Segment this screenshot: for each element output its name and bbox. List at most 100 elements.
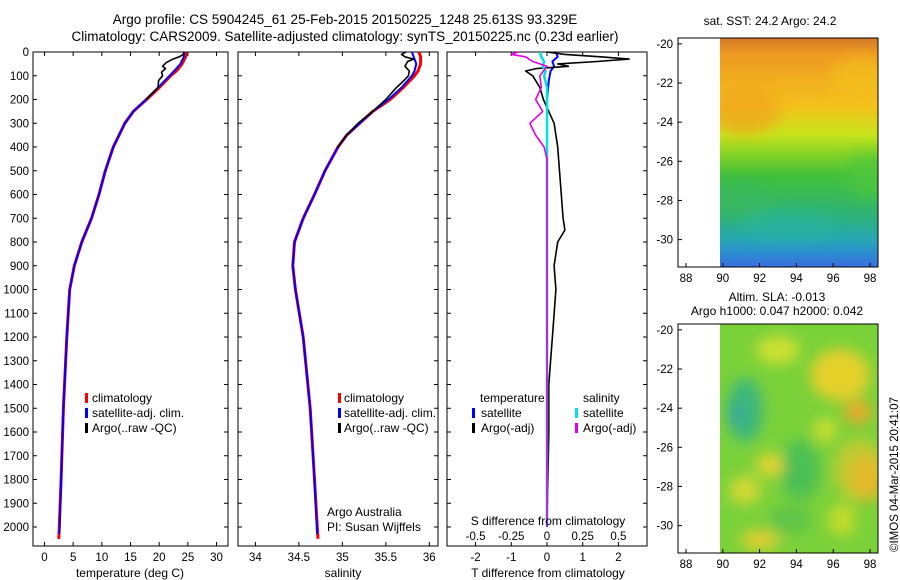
depth-tick-label: 400 — [10, 142, 29, 154]
legend-swatch-s-argo — [575, 423, 578, 433]
figure-title-line1: Argo profile: CS 5904245_61 25-Feb-2015 … — [112, 12, 578, 27]
depth-tick-label: 600 — [10, 190, 29, 202]
s-diff-tick-label: 0.25 — [572, 531, 594, 543]
legend-label-t-satellite: satellite — [481, 406, 522, 420]
depth-tick-label: 0 — [23, 47, 29, 59]
argo-height-title: Argo h1000: 0.047 h2000: 0.042 — [691, 304, 863, 318]
x-tick-label: 1 — [580, 552, 586, 564]
longitude-tick-label: 92 — [753, 273, 766, 285]
legend-swatch-satellite — [85, 408, 88, 418]
longitude-tick-label: 94 — [790, 273, 803, 285]
latitude-tick-label: -24 — [656, 117, 673, 129]
latitude-tick-label: -24 — [656, 403, 673, 415]
x-tick-label: 35 — [336, 552, 349, 564]
difference-panel: -2 -1 0 1 2 S difference from climatology -0… — [446, 51, 648, 580]
salinity-legend: climatology satellite-adj. clim. Argo(..… — [338, 391, 436, 435]
longitude-tick-label: 98 — [864, 559, 877, 571]
x-tick-label: 5 — [70, 552, 76, 564]
sla-map-panel: Altim. SLA: -0.013 Argo h1000: 0.047 h20… — [656, 290, 879, 571]
longitude-tick-label: 94 — [790, 559, 803, 571]
pi-name-note: PI: Susan Wijffels — [327, 520, 421, 534]
x-tick-label: 10 — [95, 552, 108, 564]
longitude-tick-label: 88 — [680, 273, 693, 285]
sla-map-frame — [677, 323, 879, 554]
salinity-x-label: salinity — [325, 566, 362, 580]
legend-swatch-climatology — [338, 393, 341, 403]
s-diff-tick-label: 0.5 — [610, 531, 626, 543]
depth-tick-label: 2000 — [3, 522, 29, 534]
x-tick-label: 25 — [181, 552, 194, 564]
longitude-tick-label: 90 — [716, 273, 729, 285]
series-line-climatology — [57, 51, 188, 539]
legend-swatch-argo — [85, 423, 88, 433]
depth-tick-label: 1700 — [3, 451, 29, 463]
s-diff-tick-label: 0 — [544, 531, 550, 543]
latitude-tick-label: -22 — [656, 78, 673, 90]
depth-tick-label: 1800 — [3, 475, 29, 487]
series-line-argo — [145, 51, 185, 101]
depth-tick-label: 1600 — [3, 427, 29, 439]
depth-tick-label: 300 — [10, 118, 29, 130]
x-tick-label: 0 — [544, 552, 550, 564]
x-tick-label: 34 — [249, 552, 262, 564]
x-tick-label: -1 — [506, 552, 516, 564]
latitude-tick-label: -30 — [656, 235, 673, 247]
legend-label-t-argo: Argo(-adj) — [481, 421, 534, 435]
sla-heatmap — [720, 324, 878, 553]
series-line-satellite-adj-clim- — [58, 51, 186, 535]
latitude-tick-label: -20 — [656, 39, 673, 51]
depth-tick-label: 1200 — [3, 332, 29, 344]
sst-map-frame — [677, 37, 879, 268]
legend-label-argo: Argo(..raw -QC) — [92, 421, 177, 435]
x-tick-label: -2 — [470, 552, 480, 564]
latitude-tick-label: -26 — [656, 442, 673, 454]
depth-tick-label: 100 — [10, 71, 29, 83]
legend-swatch-argo — [338, 423, 341, 433]
x-tick-label: 2 — [615, 552, 621, 564]
series-line-s-argo — [510, 51, 548, 527]
temperature-legend: climatology satellite-adj. clim. Argo(..… — [85, 391, 184, 435]
argo-australia-note: Argo Australia — [327, 505, 402, 519]
temperature-panel: 0100200300400500600700800900100011001200… — [3, 47, 229, 580]
series-line-s-satellite — [538, 51, 549, 527]
depth-tick-label: 1300 — [3, 356, 29, 368]
depth-tick-label: 200 — [10, 95, 29, 107]
depth-tick-label: 700 — [10, 213, 29, 225]
legend-label-argo: Argo(..raw -QC) — [344, 421, 429, 435]
longitude-tick-label: 90 — [716, 559, 729, 571]
legend-label-s-argo: Argo(-adj) — [583, 421, 636, 435]
depth-tick-label: 1500 — [3, 403, 29, 415]
latitude-tick-label: -30 — [656, 521, 673, 533]
temperature-x-label: temperature (deg C) — [76, 566, 184, 580]
x-tick-label: 20 — [153, 552, 166, 564]
legend-label-s-satellite: satellite — [583, 406, 624, 420]
depth-tick-label: 1400 — [3, 380, 29, 392]
longitude-tick-label: 88 — [680, 559, 693, 571]
latitude-tick-label: -20 — [656, 325, 673, 337]
legend-swatch-satellite — [338, 408, 341, 418]
latitude-tick-label: -28 — [656, 481, 673, 493]
sst-map-title: sat. SST: 24.2 Argo: 24.2 — [704, 14, 837, 28]
depth-tick-label: 900 — [10, 261, 29, 273]
sst-map-panel: sat. SST: 24.2 Argo: 24.2 -20 -22 -24 -26 -2… — [656, 14, 879, 285]
legend-swatch-s-satellite — [575, 408, 578, 418]
x-tick-label: 30 — [210, 552, 223, 564]
s-diff-tick-label: -0.25 — [498, 531, 524, 543]
salinity-plot-frame — [237, 51, 439, 547]
salinity-panel: 34 34.5 35 35.5 36 salinity climatology sate… — [237, 51, 439, 580]
legend-label-satellite: satellite-adj. clim. — [344, 406, 436, 420]
longitude-tick-label: 92 — [753, 559, 766, 571]
latitude-tick-label: -28 — [656, 195, 673, 207]
sst-heatmap — [720, 38, 878, 267]
s-difference-label: S difference from climatology — [471, 514, 626, 528]
x-tick-label: 35.5 — [375, 552, 397, 564]
legend-label-climatology: climatology — [92, 391, 152, 405]
difference-legend: temperature salinity satellite Argo(-adj… — [472, 391, 636, 435]
latitude-tick-label: -22 — [656, 364, 673, 376]
s-diff-tick-label: -0.5 — [466, 531, 486, 543]
latitude-tick-label: -26 — [656, 156, 673, 168]
depth-tick-label: 800 — [10, 237, 29, 249]
legend-label-satellite: satellite-adj. clim. — [92, 406, 184, 420]
longitude-tick-label: 96 — [827, 559, 840, 571]
x-tick-label: 34.5 — [288, 552, 310, 564]
